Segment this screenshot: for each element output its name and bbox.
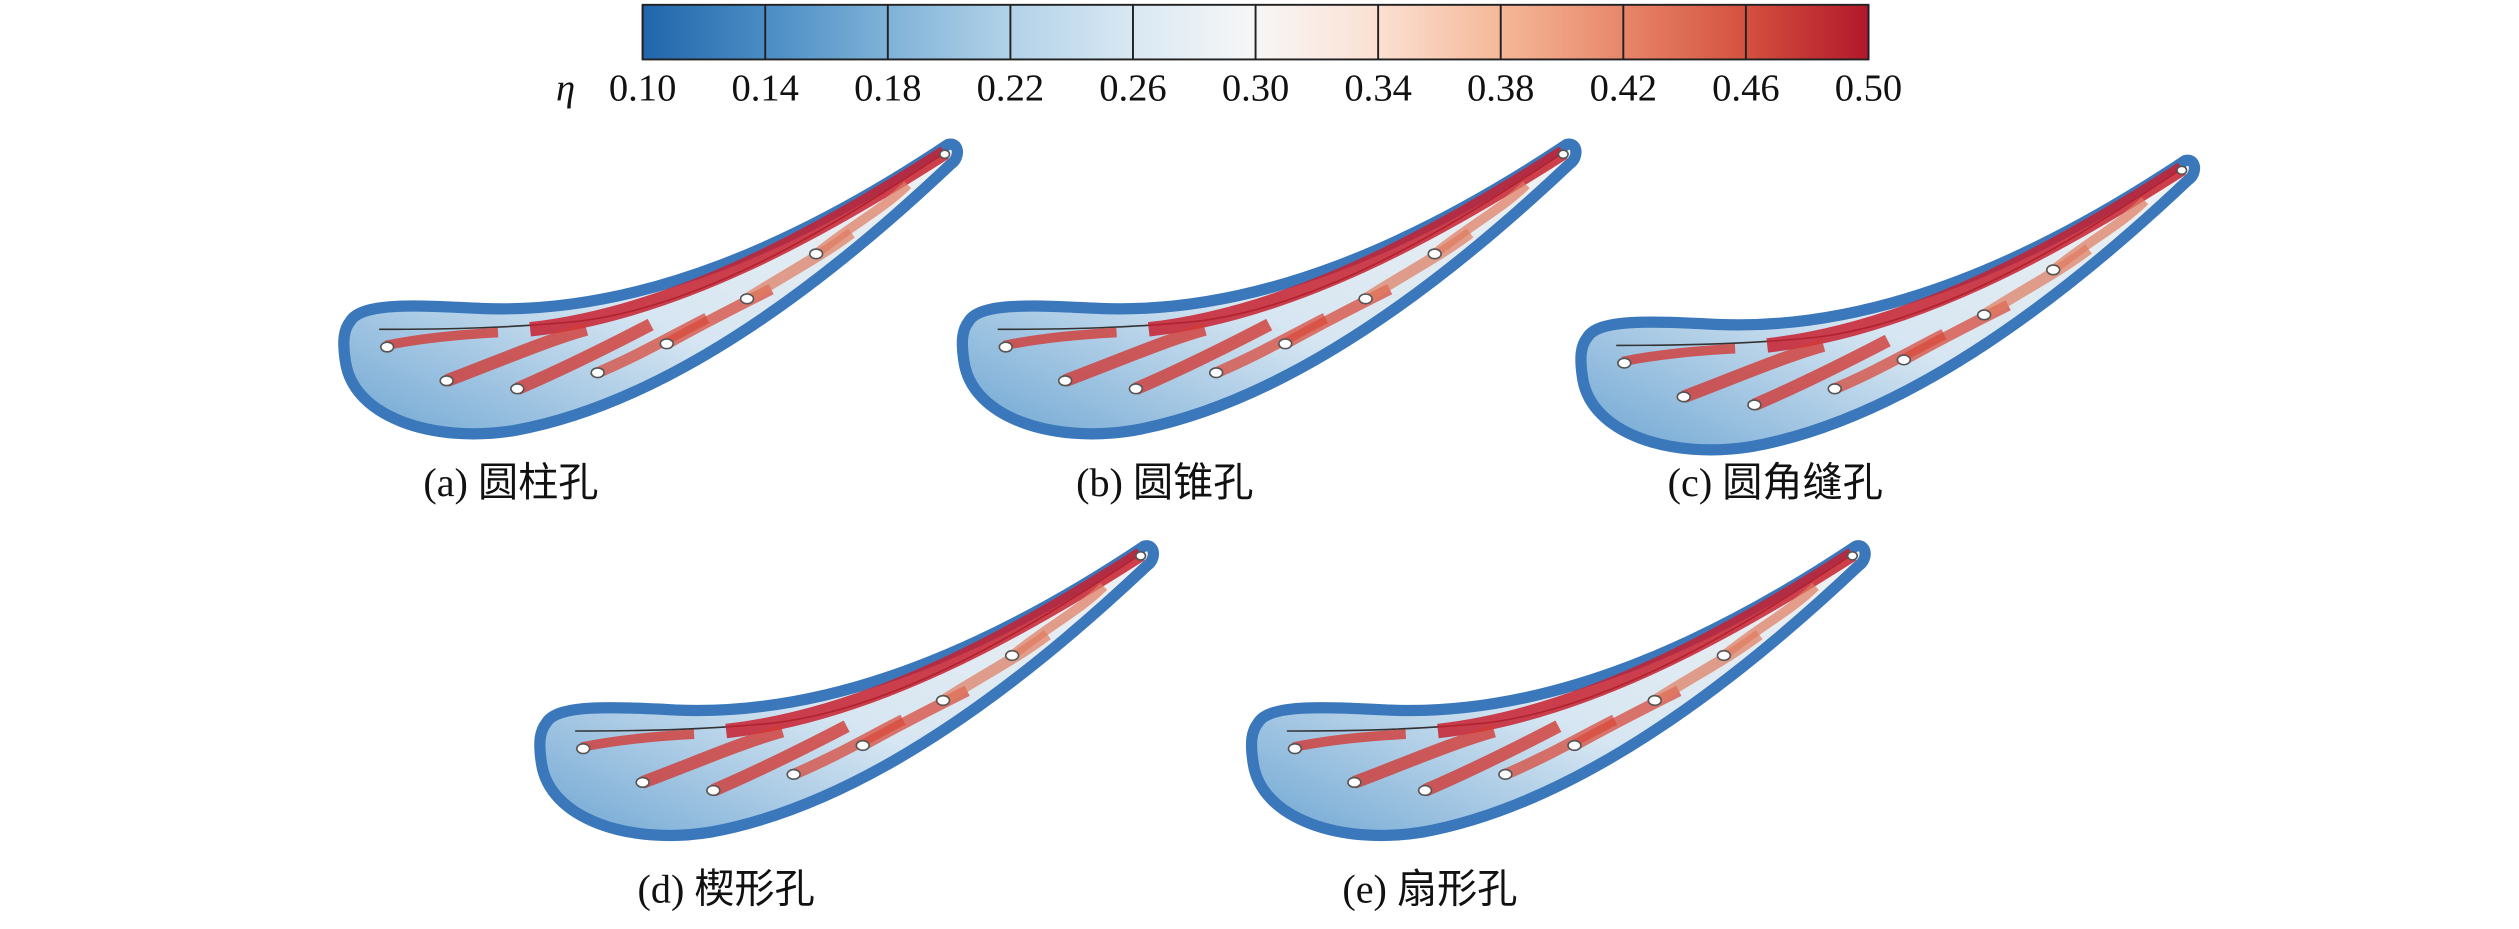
blade-contour (1581, 160, 2195, 450)
colorbar-tick-label: 0.46 (1712, 67, 1779, 109)
colorbar-segment (1623, 4, 1746, 60)
panel-c (1581, 160, 2195, 450)
colorbar-tick-label: 0.34 (1344, 67, 1411, 109)
panel-a (344, 144, 958, 434)
colorbar-tick-label: 0.18 (854, 67, 921, 109)
figure-content: 0.10 0.14 0.18 0.22 0.26 0.30 0.34 0.38 0.42 0.46… (344, 3, 2195, 911)
colorbar-segment (1378, 4, 1501, 60)
blade-contour (962, 144, 1576, 434)
colorbar-tick-label: 0.10 (609, 67, 676, 109)
colorbar-tick-label: 0.22 (977, 67, 1044, 109)
blade-contour (1252, 546, 1866, 836)
panel-label: (d) 楔形孔 (638, 866, 815, 911)
colorbar-tick-label: 0.38 (1467, 67, 1534, 109)
panel-label: (c) 圆角缝孔 (1668, 460, 1883, 505)
blade-contour (344, 144, 958, 434)
panel-d (540, 546, 1154, 836)
colorbar-tick-label: 0.26 (1099, 67, 1166, 109)
colorbar-segment (1745, 4, 1869, 60)
colorbar-segment (1255, 4, 1379, 60)
colorbar-segment (765, 4, 888, 60)
colorbar-segment (1500, 4, 1624, 60)
panel-label: (a) 圆柱孔 (423, 460, 598, 505)
panel-e (1252, 546, 1866, 836)
colorbar-segment (887, 4, 1011, 60)
panel-b (962, 144, 1576, 434)
panel-label: (e) 扇形孔 (1342, 866, 1517, 911)
colorbar: 0.10 0.14 0.18 0.22 0.26 0.30 0.34 0.38 0.42 0.46… (609, 3, 1902, 109)
colorbar-tick-label: 0.30 (1222, 67, 1289, 109)
colorbar-segment (1132, 4, 1256, 60)
colorbar-segment (1010, 4, 1133, 60)
panel-label: (b) 圆锥孔 (1076, 460, 1253, 505)
colorbar-tick-label: 0.50 (1835, 67, 1902, 109)
colorbar-symbol: η (556, 67, 575, 109)
colorbar-tick-label: 0.14 (731, 67, 798, 109)
colorbar-tick-label: 0.42 (1590, 67, 1657, 109)
blade-contour (540, 546, 1154, 836)
colorbar-segment (642, 4, 766, 60)
